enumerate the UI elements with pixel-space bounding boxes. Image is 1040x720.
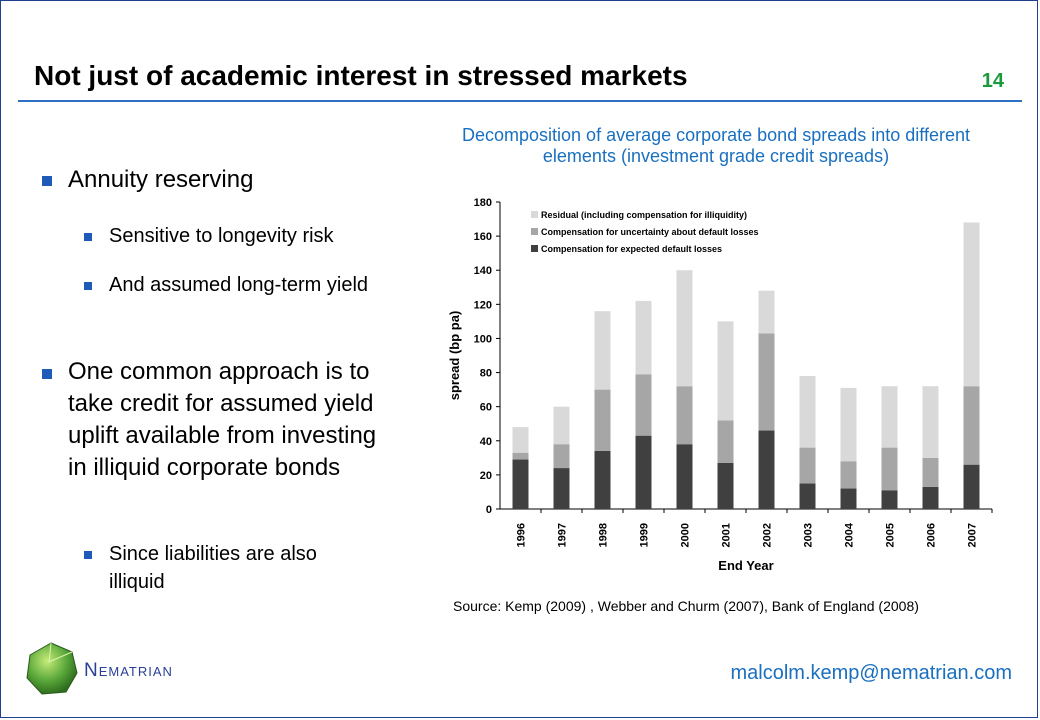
bar-segment bbox=[758, 430, 775, 509]
legend-swatch bbox=[531, 228, 538, 235]
bar-segment bbox=[594, 311, 611, 390]
legend-swatch bbox=[531, 211, 538, 218]
bar-segment bbox=[594, 451, 611, 509]
y-tick-label: 20 bbox=[480, 470, 492, 482]
bar-segment bbox=[758, 333, 775, 431]
legend-label: Compensation for uncertainty about defau… bbox=[541, 227, 759, 237]
y-tick-label: 160 bbox=[474, 231, 492, 243]
bar-segment bbox=[594, 389, 611, 452]
slide-title: Not just of academic interest in stresse… bbox=[34, 60, 688, 91]
y-tick-label: 60 bbox=[480, 402, 492, 414]
sub-bullet-item: Since liabilities are also illiquid bbox=[109, 543, 317, 593]
x-axis-label: End Year bbox=[718, 558, 773, 573]
x-tick-label: 1997 bbox=[557, 523, 569, 547]
nematrian-logo-icon bbox=[26, 642, 78, 695]
bullet-square-icon bbox=[84, 551, 92, 559]
footer-email: malcolm.kemp@nematrian.com bbox=[730, 662, 1013, 684]
sub-bullet-item: And assumed long-term yield bbox=[109, 274, 369, 296]
bar-segment bbox=[635, 300, 652, 375]
y-axis-label: spread (bp pa) bbox=[447, 311, 462, 401]
bar-segment bbox=[799, 375, 816, 448]
x-tick-label: 2000 bbox=[680, 523, 692, 547]
bar-segment bbox=[922, 386, 939, 458]
bar-segment bbox=[717, 321, 734, 421]
bar-segment bbox=[799, 447, 816, 484]
bar-segment bbox=[676, 386, 693, 445]
legend-label: Compensation for expected default losses bbox=[541, 244, 722, 254]
bar-segment bbox=[512, 427, 529, 453]
bullet-item: Annuity reserving bbox=[68, 166, 254, 193]
bar-segment bbox=[963, 222, 980, 387]
bar-segment bbox=[512, 452, 529, 460]
x-tick-label: 2005 bbox=[885, 523, 897, 547]
bar-segment bbox=[758, 290, 775, 334]
bar-segment bbox=[963, 386, 980, 465]
sub-bullet-item: Sensitive to longevity risk bbox=[109, 225, 334, 247]
x-tick-label: 2004 bbox=[844, 522, 856, 547]
bar-segment bbox=[676, 270, 693, 387]
title-divider bbox=[18, 100, 1022, 102]
chart-source: Source: Kemp (2009) , Webber and Churm (… bbox=[453, 598, 919, 614]
x-tick-label: 2007 bbox=[967, 523, 979, 547]
bullet-square-icon bbox=[84, 282, 92, 290]
bar-segment bbox=[635, 435, 652, 509]
bar-segment bbox=[881, 386, 898, 448]
brand-name: Nematrian bbox=[84, 660, 173, 681]
bar-segment bbox=[963, 464, 980, 509]
bar-segment bbox=[840, 488, 857, 509]
bar-segment bbox=[676, 444, 693, 509]
x-tick-label: 1999 bbox=[639, 523, 651, 547]
y-tick-label: 100 bbox=[474, 333, 492, 345]
x-tick-label: 2002 bbox=[762, 523, 774, 547]
bar-segment bbox=[922, 457, 939, 487]
bar-segment bbox=[717, 462, 734, 509]
bullet-square-icon bbox=[42, 369, 52, 379]
x-tick-label: 1998 bbox=[598, 523, 610, 547]
bar-segment bbox=[553, 444, 570, 469]
x-tick-label: 2001 bbox=[721, 523, 733, 547]
bar-segment bbox=[635, 374, 652, 436]
bar-segment bbox=[922, 486, 939, 509]
bullet-item: One common approach is to take credit fo… bbox=[68, 358, 377, 481]
y-tick-label: 80 bbox=[480, 368, 492, 380]
bar-segment bbox=[799, 483, 816, 509]
bar-segment bbox=[512, 459, 529, 509]
bar-segment bbox=[840, 461, 857, 489]
bar-segment bbox=[840, 387, 857, 462]
x-tick-label: 2006 bbox=[926, 523, 938, 547]
y-tick-label: 180 bbox=[474, 197, 492, 209]
x-tick-label: 2003 bbox=[803, 523, 815, 547]
y-tick-label: 140 bbox=[474, 265, 492, 277]
y-tick-label: 120 bbox=[474, 299, 492, 311]
legend-label: Residual (including compensation for ill… bbox=[541, 210, 747, 220]
bar-segment bbox=[881, 490, 898, 509]
bar-segment bbox=[881, 447, 898, 491]
page-number: 14 bbox=[981, 70, 1004, 92]
bullet-square-icon bbox=[84, 233, 92, 241]
bullet-square-icon bbox=[42, 176, 52, 186]
y-tick-label: 0 bbox=[486, 504, 492, 516]
chart-caption: Decomposition of average corporate bond … bbox=[462, 125, 970, 166]
bar-segment bbox=[553, 468, 570, 509]
bar-segment bbox=[717, 420, 734, 463]
x-tick-label: 1996 bbox=[516, 523, 528, 547]
y-tick-label: 40 bbox=[480, 436, 492, 448]
bar-segment bbox=[553, 406, 570, 445]
legend-swatch bbox=[531, 245, 538, 252]
